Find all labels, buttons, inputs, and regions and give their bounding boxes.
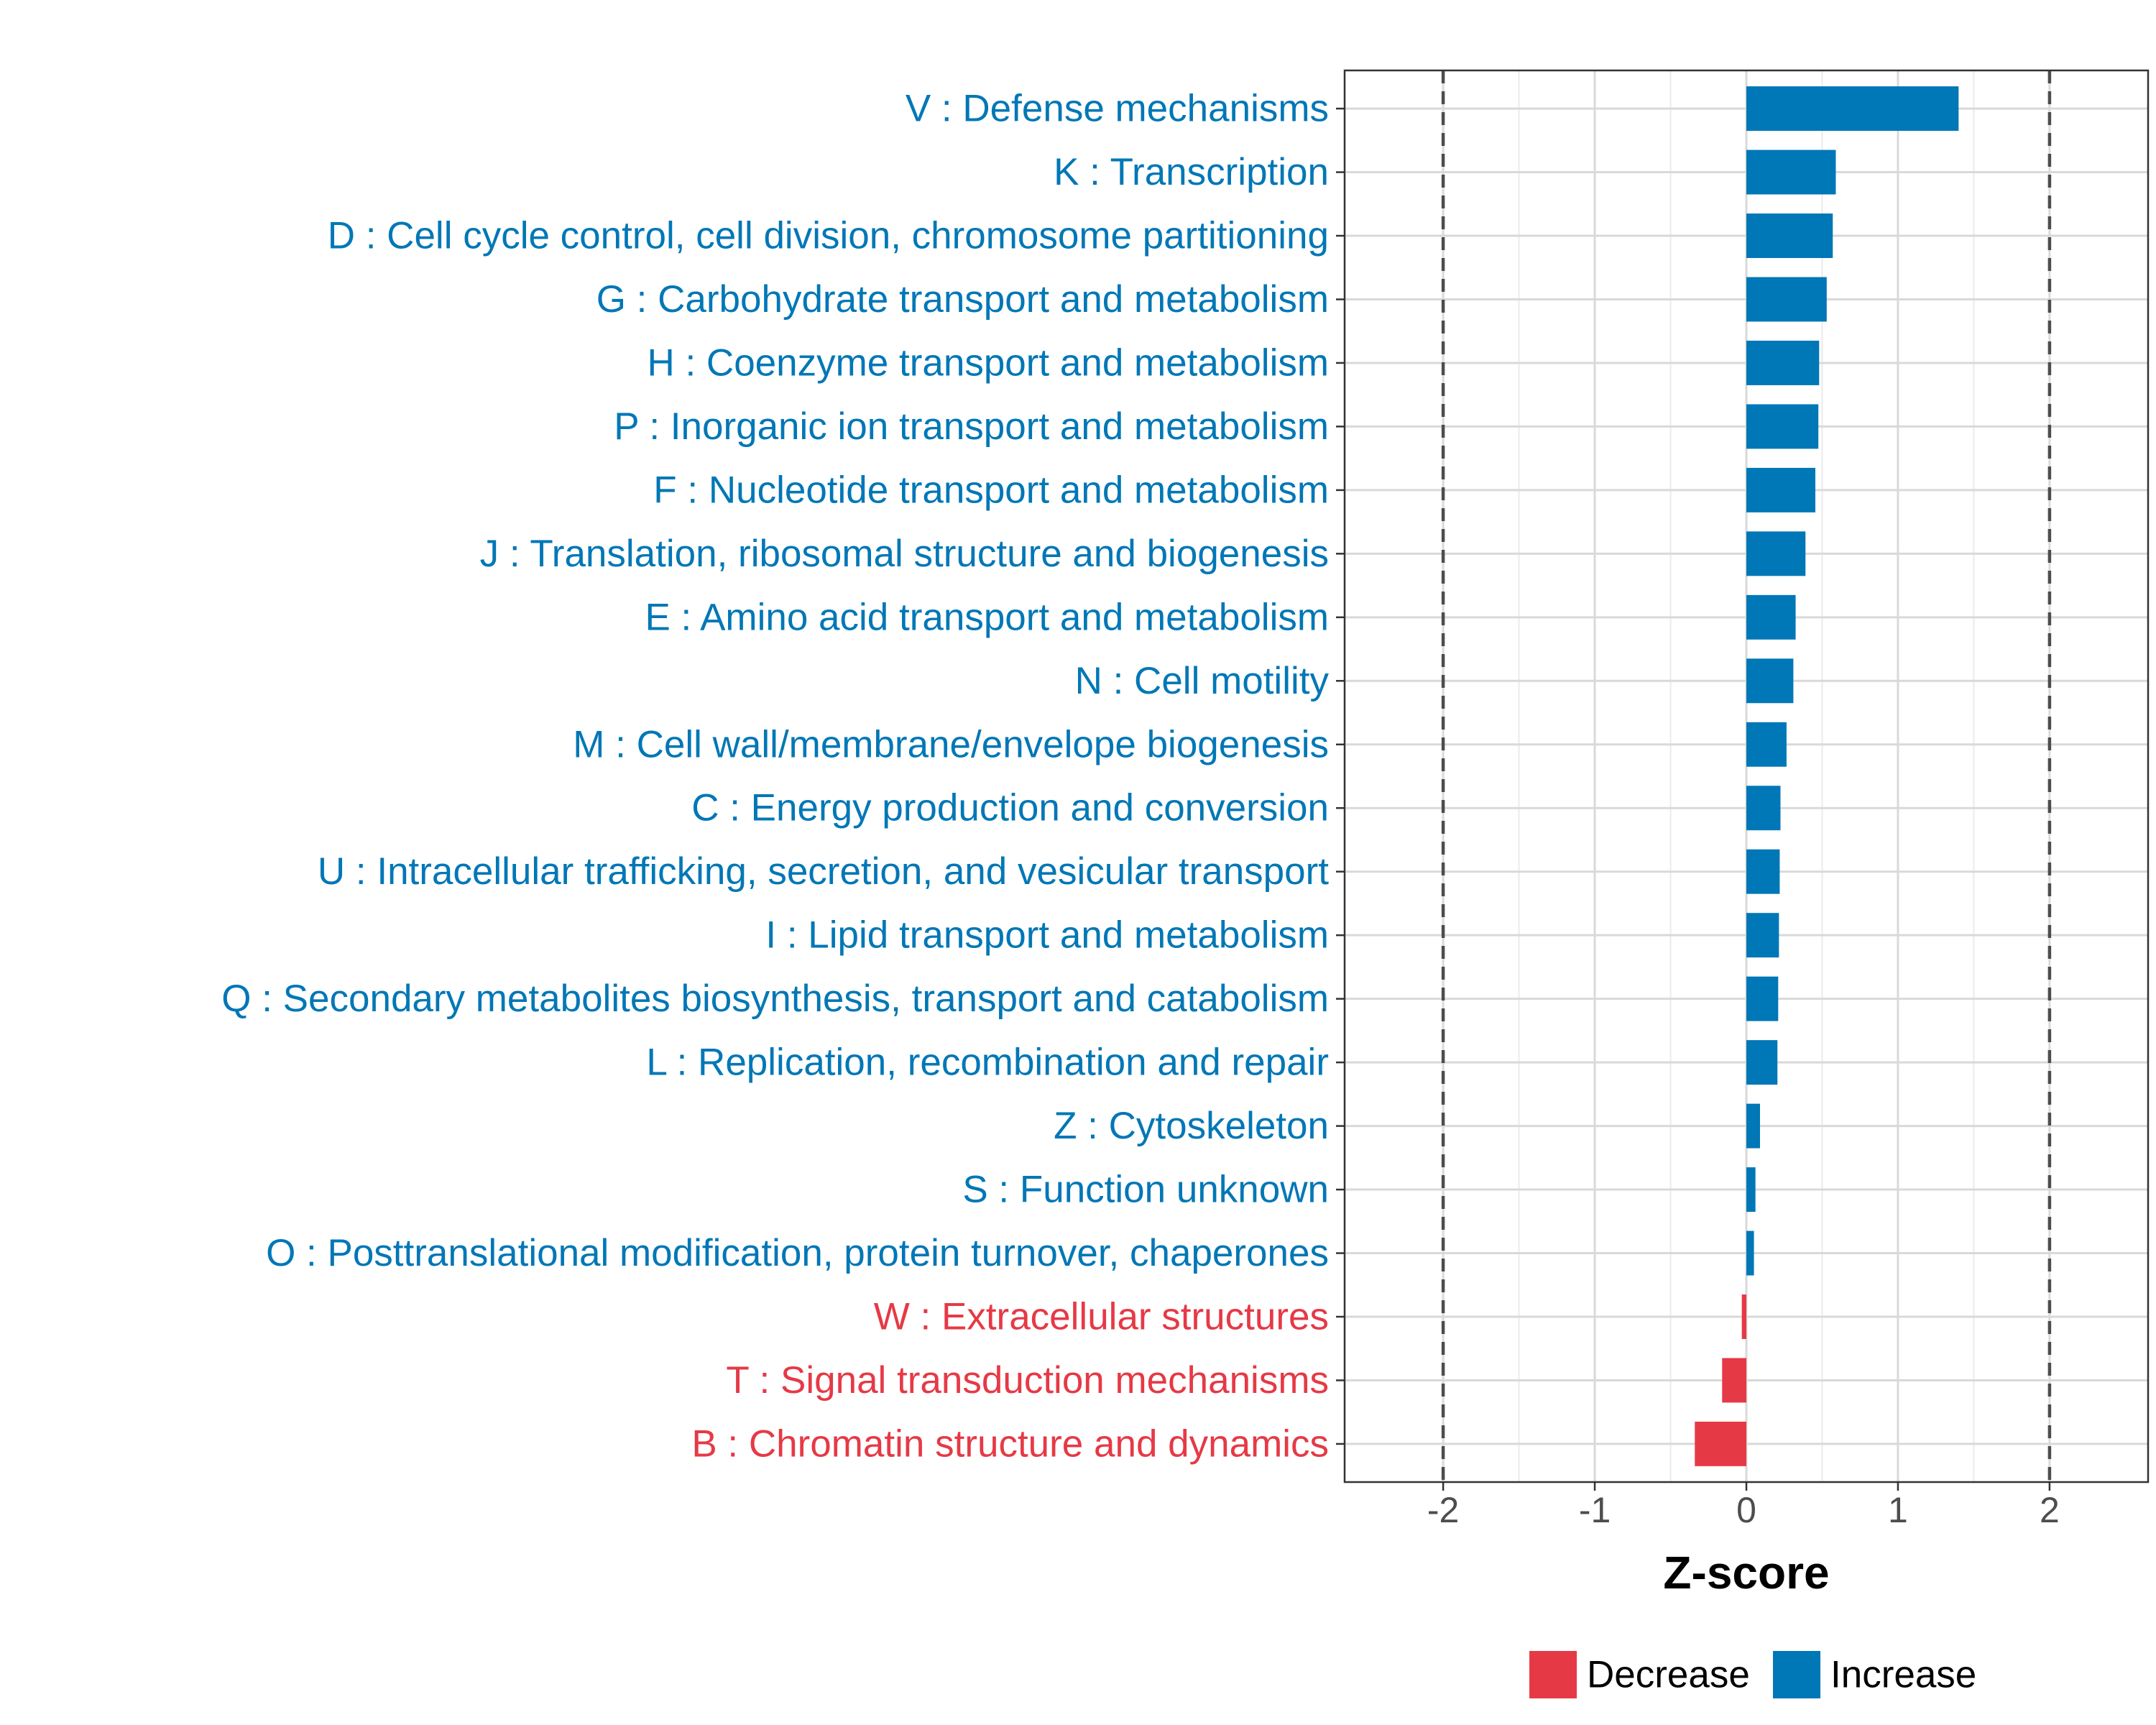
- legend-swatch-increase: [1773, 1651, 1820, 1698]
- bar: [1746, 849, 1780, 894]
- x-axis-title: Z-score: [1663, 1547, 1829, 1598]
- x-tick-label: -1: [1579, 1490, 1611, 1530]
- x-tick-label: 0: [1736, 1490, 1756, 1530]
- bar: [1746, 404, 1819, 449]
- x-tick-label: 1: [1888, 1490, 1908, 1530]
- category-label: S : Function unknown: [962, 1169, 1329, 1211]
- category-label: E : Amino acid transport and metabolism: [645, 596, 1329, 638]
- category-label: T : Signal transduction mechanisms: [726, 1359, 1329, 1402]
- bar: [1746, 86, 1959, 132]
- bar: [1746, 213, 1833, 258]
- category-label: Q : Secondary metabolites biosynthesis, …: [221, 978, 1329, 1020]
- bar: [1746, 722, 1787, 767]
- category-label: V : Defense mechanisms: [906, 88, 1329, 130]
- bar: [1746, 467, 1815, 512]
- bars: [1695, 86, 1959, 1466]
- x-tick-labels: -2 -1 0 1 2: [1427, 1490, 2060, 1530]
- bar: [1746, 1167, 1756, 1213]
- category-label: W : Extracellular structures: [874, 1295, 1329, 1338]
- bar: [1746, 531, 1806, 576]
- category-labels: V : Defense mechanisms K : Transcription D…: [221, 88, 1329, 1466]
- y-axis-ticks: [1336, 107, 1345, 1445]
- x-tick-label: 2: [2040, 1490, 2060, 1530]
- category-label: M : Cell wall/membrane/envelope biogenes…: [573, 723, 1329, 765]
- category-label: H : Coenzyme transport and metabolism: [647, 341, 1329, 384]
- legend: Decrease Increase: [1529, 1651, 1976, 1698]
- category-label: P : Inorganic ion transport and metaboli…: [614, 405, 1329, 448]
- bar: [1746, 1040, 1778, 1085]
- bar: [1746, 150, 1836, 195]
- x-tick-label: -2: [1427, 1490, 1459, 1530]
- legend-label-increase: Increase: [1830, 1654, 1976, 1696]
- bar: [1746, 786, 1781, 831]
- category-label: U : Intracellular trafficking, secretion…: [318, 850, 1329, 893]
- bar: [1746, 976, 1779, 1021]
- category-label: F : Nucleotide transport and metabolism: [653, 469, 1329, 511]
- bar: [1722, 1358, 1746, 1403]
- category-label: D : Cell cycle control, cell division, c…: [328, 215, 1329, 257]
- category-label: Z : Cytoskeleton: [1054, 1105, 1329, 1147]
- bar: [1746, 340, 1820, 385]
- bar: [1746, 594, 1796, 640]
- bar: [1741, 1294, 1746, 1339]
- category-label: N : Cell motility: [1075, 660, 1330, 702]
- category-label: L : Replication, recombination and repai…: [646, 1041, 1329, 1084]
- bar: [1746, 913, 1779, 958]
- bar: [1746, 658, 1794, 704]
- category-label: C : Energy production and conversion: [691, 787, 1329, 829]
- category-label: K : Transcription: [1054, 151, 1329, 193]
- x-axis-ticks: [1442, 1482, 2051, 1491]
- bar: [1695, 1421, 1746, 1466]
- reference-lines: [1441, 70, 2052, 1482]
- category-label: B : Chromatin structure and dynamics: [691, 1422, 1329, 1465]
- category-label: O : Posttranslational modification, prot…: [266, 1232, 1329, 1274]
- bar: [1746, 1103, 1760, 1149]
- bar: [1746, 1230, 1754, 1276]
- category-label: I : Lipid transport and metabolism: [765, 914, 1329, 957]
- category-label: G : Carbohydrate transport and metabolis…: [596, 278, 1329, 321]
- legend-swatch-decrease: [1529, 1651, 1577, 1698]
- category-label: J : Translation, ribosomal structure and…: [480, 533, 1329, 575]
- bar: [1746, 277, 1827, 322]
- legend-label-decrease: Decrease: [1587, 1654, 1750, 1696]
